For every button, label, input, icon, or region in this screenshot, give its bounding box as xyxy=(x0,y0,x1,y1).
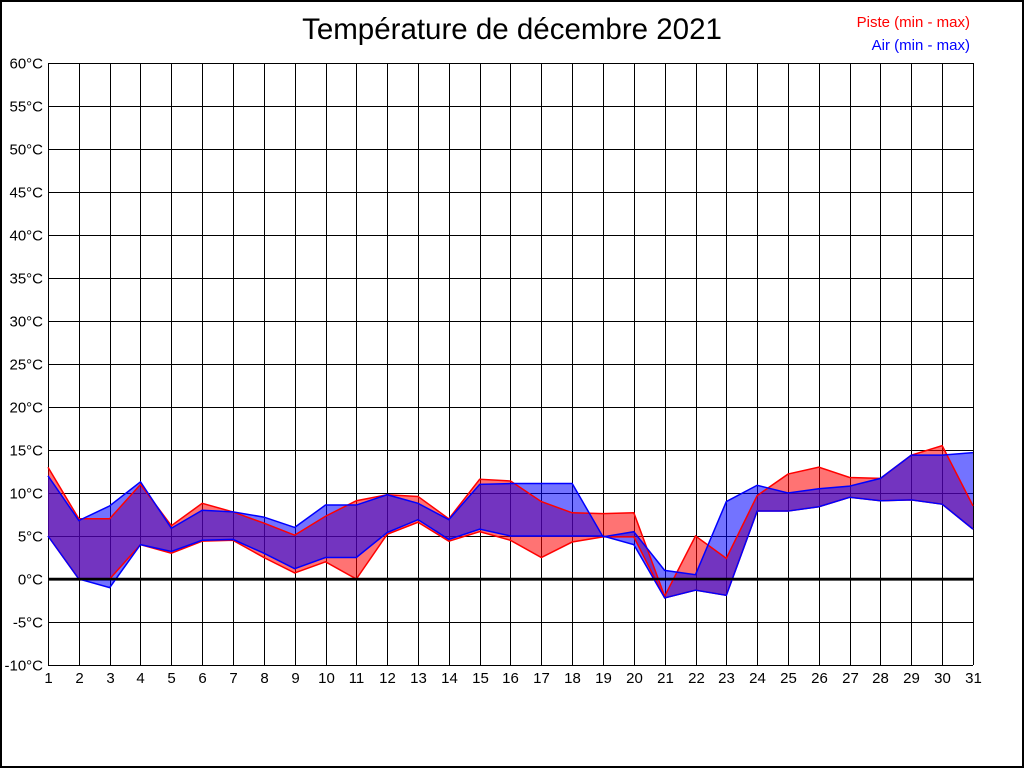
svg-text:15: 15 xyxy=(472,670,489,687)
svg-text:5°C: 5°C xyxy=(18,529,43,546)
svg-text:55°C: 55°C xyxy=(9,99,43,116)
svg-text:5: 5 xyxy=(167,670,175,687)
svg-text:20: 20 xyxy=(626,670,643,687)
svg-text:-5°C: -5°C xyxy=(13,615,43,632)
svg-text:Air (min - max): Air (min - max) xyxy=(872,37,970,54)
svg-text:13: 13 xyxy=(410,670,427,687)
svg-text:0°C: 0°C xyxy=(18,572,43,589)
svg-text:45°C: 45°C xyxy=(9,185,43,202)
svg-text:40°C: 40°C xyxy=(9,228,43,245)
svg-text:11: 11 xyxy=(349,670,365,687)
svg-text:6: 6 xyxy=(198,670,206,687)
svg-text:9: 9 xyxy=(291,670,299,687)
svg-text:4: 4 xyxy=(136,670,144,687)
svg-text:12: 12 xyxy=(379,670,396,687)
svg-text:25: 25 xyxy=(780,670,797,687)
svg-text:60°C: 60°C xyxy=(9,56,43,73)
svg-text:8: 8 xyxy=(260,670,268,687)
svg-text:30°C: 30°C xyxy=(9,314,43,331)
svg-text:50°C: 50°C xyxy=(9,142,43,159)
svg-text:14: 14 xyxy=(441,670,458,687)
svg-text:Température de décembre 2021: Température de décembre 2021 xyxy=(302,13,722,46)
svg-text:35°C: 35°C xyxy=(9,271,43,288)
svg-text:10: 10 xyxy=(318,670,335,687)
svg-text:-10°C: -10°C xyxy=(4,658,43,675)
svg-text:18: 18 xyxy=(564,670,581,687)
svg-text:19: 19 xyxy=(595,670,612,687)
svg-text:16: 16 xyxy=(502,670,519,687)
svg-text:24: 24 xyxy=(749,670,766,687)
svg-text:23: 23 xyxy=(718,670,735,687)
svg-text:31: 31 xyxy=(965,670,982,687)
svg-text:10°C: 10°C xyxy=(9,486,43,503)
svg-text:3: 3 xyxy=(106,670,114,687)
svg-text:15°C: 15°C xyxy=(9,443,43,460)
svg-text:Piste (min - max): Piste (min - max) xyxy=(857,14,970,31)
svg-text:30: 30 xyxy=(934,670,951,687)
svg-text:25°C: 25°C xyxy=(9,357,43,374)
svg-text:17: 17 xyxy=(533,670,550,687)
svg-text:26: 26 xyxy=(811,670,828,687)
svg-text:7: 7 xyxy=(229,670,237,687)
svg-text:2: 2 xyxy=(75,670,83,687)
svg-text:1: 1 xyxy=(44,670,52,687)
svg-text:28: 28 xyxy=(872,670,889,687)
svg-text:22: 22 xyxy=(688,670,705,687)
svg-text:20°C: 20°C xyxy=(9,400,43,417)
svg-text:29: 29 xyxy=(903,670,920,687)
svg-text:27: 27 xyxy=(842,670,859,687)
svg-text:21: 21 xyxy=(657,670,674,687)
